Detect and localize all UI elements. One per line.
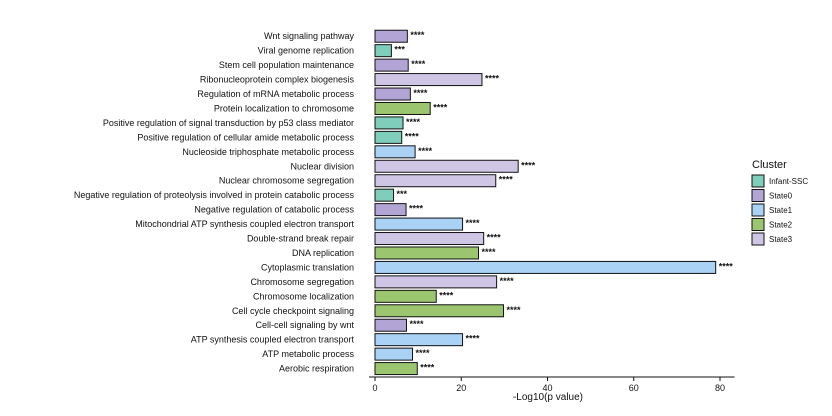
- x-tick-label: 80: [715, 383, 725, 393]
- significance-label: ****: [409, 204, 424, 214]
- category-label: Double-strand break repair: [247, 234, 354, 244]
- bar: [374, 159, 519, 173]
- category-label: Aerobic respiration: [279, 364, 354, 374]
- category-label: Regulation of mRNA metabolic process: [197, 89, 354, 99]
- bar: [374, 58, 409, 72]
- bar: [374, 275, 498, 289]
- legend-swatch: [751, 174, 765, 188]
- bar: [374, 232, 485, 246]
- significance-label: ****: [482, 247, 497, 257]
- bar: [374, 217, 464, 231]
- significance-label: ****: [406, 117, 421, 127]
- legend-label: State3: [769, 235, 793, 244]
- significance-label: ****: [466, 218, 481, 228]
- category-label: Negative regulation of proteolysis invol…: [74, 190, 355, 200]
- category-label: Nuclear chromosome segregation: [219, 176, 354, 186]
- bars-layer: Wnt signaling pathway **** Viral genome re…: [74, 29, 734, 376]
- significance-label: ****: [507, 305, 522, 315]
- bar: [374, 246, 479, 260]
- legend: Cluster Infant-SSC State0 State1 State2 Stat…: [751, 159, 808, 246]
- significance-label: ****: [409, 319, 424, 329]
- significance-label: ****: [719, 261, 734, 271]
- category-label: Wnt signaling pathway: [264, 31, 355, 41]
- bar: [374, 87, 411, 101]
- category-label: Chromosome localization: [253, 291, 354, 301]
- bar: [374, 116, 404, 130]
- significance-label: ****: [439, 290, 454, 300]
- x-tick-label: 60: [629, 383, 639, 393]
- legend-swatch: [751, 232, 765, 246]
- category-label: Mitochondrial ATP synthesis coupled elec…: [135, 219, 354, 229]
- bar: [374, 145, 416, 159]
- x-tick-label: 0: [372, 383, 377, 393]
- significance-label: ****: [411, 59, 426, 69]
- significance-label: ****: [416, 348, 431, 358]
- bar: [374, 174, 497, 188]
- legend-swatch: [751, 203, 765, 217]
- category-label: DNA replication: [292, 248, 354, 258]
- bar: [374, 73, 483, 87]
- bar: [374, 304, 505, 318]
- legend-title: Cluster: [752, 159, 787, 171]
- significance-label: ***: [394, 45, 405, 55]
- legend-label: Infant-SSC: [769, 177, 808, 186]
- bar: [374, 44, 392, 58]
- significance-label: ****: [521, 160, 536, 170]
- category-label: Negative regulation of catabolic process: [194, 205, 354, 215]
- category-label: Cytoplasmic translation: [261, 262, 354, 272]
- category-label: Nuclear division: [290, 161, 354, 171]
- category-label: Chromosome segregation: [250, 277, 354, 287]
- bar: [374, 362, 418, 376]
- bar: [374, 130, 403, 144]
- significance-label: ****: [418, 146, 433, 156]
- category-label: ATP metabolic process: [262, 349, 354, 359]
- legend-label: State2: [769, 221, 793, 230]
- category-label: Stem cell population maintenance: [219, 60, 354, 70]
- significance-label: ****: [485, 74, 500, 84]
- category-label: Positive regulation of cellular amide me…: [137, 132, 354, 142]
- significance-label: ***: [397, 189, 408, 199]
- legend-label: State1: [769, 206, 793, 215]
- bar: [374, 289, 437, 303]
- bar: [374, 29, 408, 43]
- significance-label: ****: [413, 88, 428, 98]
- significance-label: ****: [499, 175, 514, 185]
- x-tick-label: 40: [542, 383, 552, 393]
- legend-swatch: [751, 189, 765, 202]
- bar: [374, 347, 414, 361]
- bar: [374, 203, 407, 217]
- category-label: Cell cycle checkpoint signaling: [232, 306, 354, 316]
- significance-label: ****: [466, 334, 481, 344]
- category-label: ATP synthesis coupled electron transport: [191, 335, 355, 345]
- category-label: Ribonucleoprotein complex biogenesis: [200, 75, 355, 85]
- bar: [374, 333, 464, 347]
- x-axis-title: -Log10(p value): [513, 392, 583, 403]
- category-label: Viral genome replication: [258, 46, 354, 56]
- bar: [374, 318, 407, 332]
- legend-swatch: [751, 218, 765, 231]
- significance-label: ****: [433, 102, 448, 112]
- category-label: Nucleoside triphosphate metabolic proces…: [182, 147, 354, 157]
- category-label: Cell-cell signaling by wnt: [255, 320, 354, 330]
- x-tick-label: 20: [456, 383, 466, 393]
- category-label: Protein localization to chromosome: [214, 103, 354, 113]
- significance-label: ****: [420, 363, 435, 373]
- bar: [374, 101, 431, 115]
- significance-label: ****: [487, 233, 502, 243]
- bar: [374, 260, 717, 274]
- category-label: Positive regulation of signal transducti…: [103, 118, 354, 128]
- significance-label: ****: [405, 131, 420, 141]
- significance-label: ****: [410, 30, 425, 40]
- x-axis: 0 20 40 60 80: [369, 376, 735, 393]
- significance-label: ****: [500, 276, 515, 286]
- bar: [374, 188, 395, 202]
- legend-label: State0: [769, 192, 793, 201]
